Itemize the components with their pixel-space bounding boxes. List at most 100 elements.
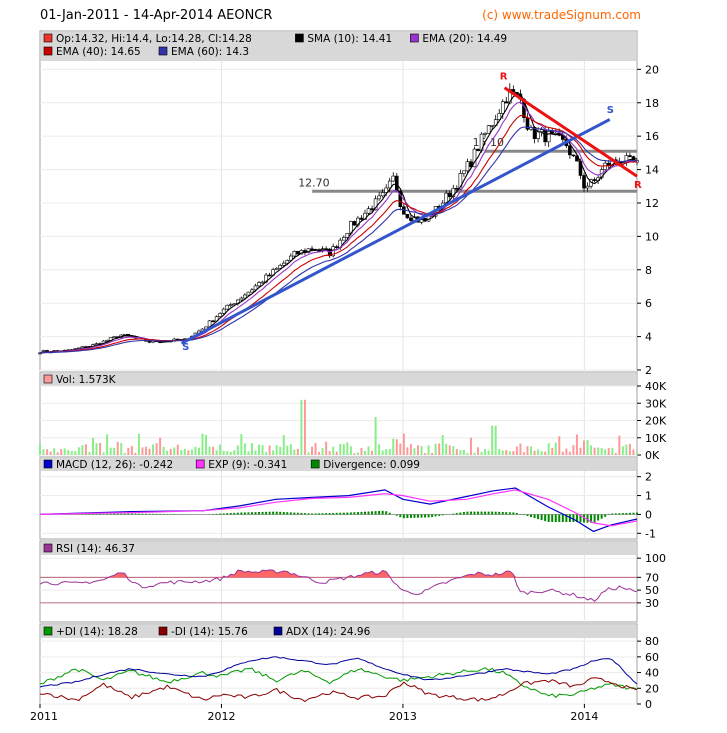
dmi-legend-label: ADX (14): 24.96 xyxy=(286,626,371,638)
dmi-legend-label: +DI (14): 18.28 xyxy=(56,626,138,638)
price-legend-swatch xyxy=(43,46,53,56)
candle-body xyxy=(387,180,392,189)
price-ytick-label: 4 xyxy=(645,331,652,344)
price-legend-bar xyxy=(41,32,636,61)
support-marker: S xyxy=(182,342,189,353)
candle-body xyxy=(504,101,509,104)
support-marker: S xyxy=(607,105,614,116)
level-label-15.10: 15.10 xyxy=(473,136,505,149)
candle-body xyxy=(571,154,576,157)
exp-line xyxy=(39,489,638,527)
macd-legend-label: Divergence: 0.099 xyxy=(323,459,420,471)
candle-body xyxy=(218,313,222,317)
price-ytick-label: 18 xyxy=(645,97,659,110)
source-link[interactable]: (c) www.tradeSignum.com xyxy=(482,8,641,22)
price-ytick-label: 16 xyxy=(645,130,659,143)
candle-body xyxy=(239,297,244,301)
volume-ytick-label: 20K xyxy=(645,415,667,428)
volume-legend-swatch xyxy=(43,374,53,384)
candle-body xyxy=(536,131,540,139)
candle-body xyxy=(592,179,597,181)
macd-legend-label: EXP (9): -0.341 xyxy=(208,459,287,471)
plusminus-di-line xyxy=(39,667,638,699)
rsi-ytick-label: 100 xyxy=(645,552,666,565)
candle-body xyxy=(447,192,452,198)
x-tick-label: 2013 xyxy=(389,710,417,723)
price-ytick-label: 8 xyxy=(645,264,652,277)
candle-body xyxy=(373,198,378,211)
candle-body xyxy=(147,340,152,343)
price-legend-label: SMA (10): 14.41 xyxy=(307,33,392,45)
candle-body xyxy=(483,133,487,135)
candle-body xyxy=(122,333,127,336)
dmi-legend-bar xyxy=(41,625,636,638)
dmi-legend-swatch xyxy=(158,626,168,636)
candle-body xyxy=(105,340,109,342)
rsi-legend-bar xyxy=(41,542,636,555)
macd-ytick-label: 2 xyxy=(645,471,652,484)
candle-body xyxy=(257,282,261,287)
dmi-ytick-label: 0 xyxy=(645,698,652,711)
candle-body xyxy=(497,113,502,120)
minus-di-line xyxy=(39,677,638,703)
candle-body xyxy=(455,187,459,190)
macd-legend-swatch xyxy=(43,459,53,469)
dmi-legend-swatch xyxy=(43,626,53,636)
volume-ytick-label: 30K xyxy=(645,397,667,410)
candle-body xyxy=(458,173,463,190)
candle-body xyxy=(274,267,279,270)
candle-body xyxy=(451,187,456,198)
candle-body xyxy=(334,246,339,248)
candle-body xyxy=(243,294,247,299)
candle-body xyxy=(221,308,226,314)
candle-body xyxy=(486,125,491,134)
price-ytick-label: 12 xyxy=(645,197,659,210)
price-ytick-label: 2 xyxy=(645,364,652,377)
candle-body xyxy=(211,320,215,323)
rsi-legend-swatch xyxy=(43,543,53,553)
candle-body xyxy=(352,221,357,226)
resistance-trendline xyxy=(503,86,638,178)
macd-legend-label: MACD (12, 26): -0.242 xyxy=(56,459,173,471)
macd-legend-bar xyxy=(41,458,636,471)
candle-body xyxy=(267,274,272,277)
price-panel-frame xyxy=(39,30,638,371)
macd-line xyxy=(39,487,638,533)
candle-body xyxy=(476,148,480,152)
price-ytick-label: 14 xyxy=(645,164,659,177)
volume-ytick-label: 0K xyxy=(645,449,660,462)
price-legend-swatch xyxy=(43,33,53,43)
adx-line xyxy=(39,656,638,688)
candle-body xyxy=(278,264,283,269)
price-legend-swatch xyxy=(295,33,304,43)
candle-body xyxy=(568,145,572,156)
candle-body xyxy=(405,213,410,219)
price-legend-swatch xyxy=(410,33,419,43)
candle-body xyxy=(94,343,99,345)
candle-body xyxy=(38,352,42,355)
candle-body xyxy=(359,217,364,220)
price-ytick-label: 10 xyxy=(645,230,659,243)
candle-body xyxy=(380,192,385,197)
candle-body xyxy=(409,217,413,221)
level-label-12.70: 12.70 xyxy=(298,176,330,189)
candle-body xyxy=(260,281,265,284)
price-legend-label: EMA (60): 14.3 xyxy=(171,46,249,58)
dmi-ytick-label: 60 xyxy=(645,651,659,664)
rsi-ytick-label: 70 xyxy=(645,571,659,584)
candle-body xyxy=(296,251,300,255)
dmi-ytick-label: 40 xyxy=(645,667,659,680)
resistance-marker: R xyxy=(634,180,642,191)
price-legend-label: Op:14.32, Hi:14.4, Lo:14.28, Cl:14.28 xyxy=(56,33,252,45)
candle-body xyxy=(285,260,290,264)
macd-ytick-label: 0 xyxy=(645,508,652,521)
candle-body xyxy=(345,232,350,238)
macd-ytick-label: -1 xyxy=(645,527,656,540)
macd-legend-swatch xyxy=(310,459,320,469)
dmi-legend-swatch xyxy=(273,626,283,636)
candle-body xyxy=(398,190,403,207)
rsi-ytick-label: 50 xyxy=(645,584,659,597)
volume-ytick-label: 40K xyxy=(645,380,667,393)
dmi-ytick-label: 20 xyxy=(645,682,659,695)
